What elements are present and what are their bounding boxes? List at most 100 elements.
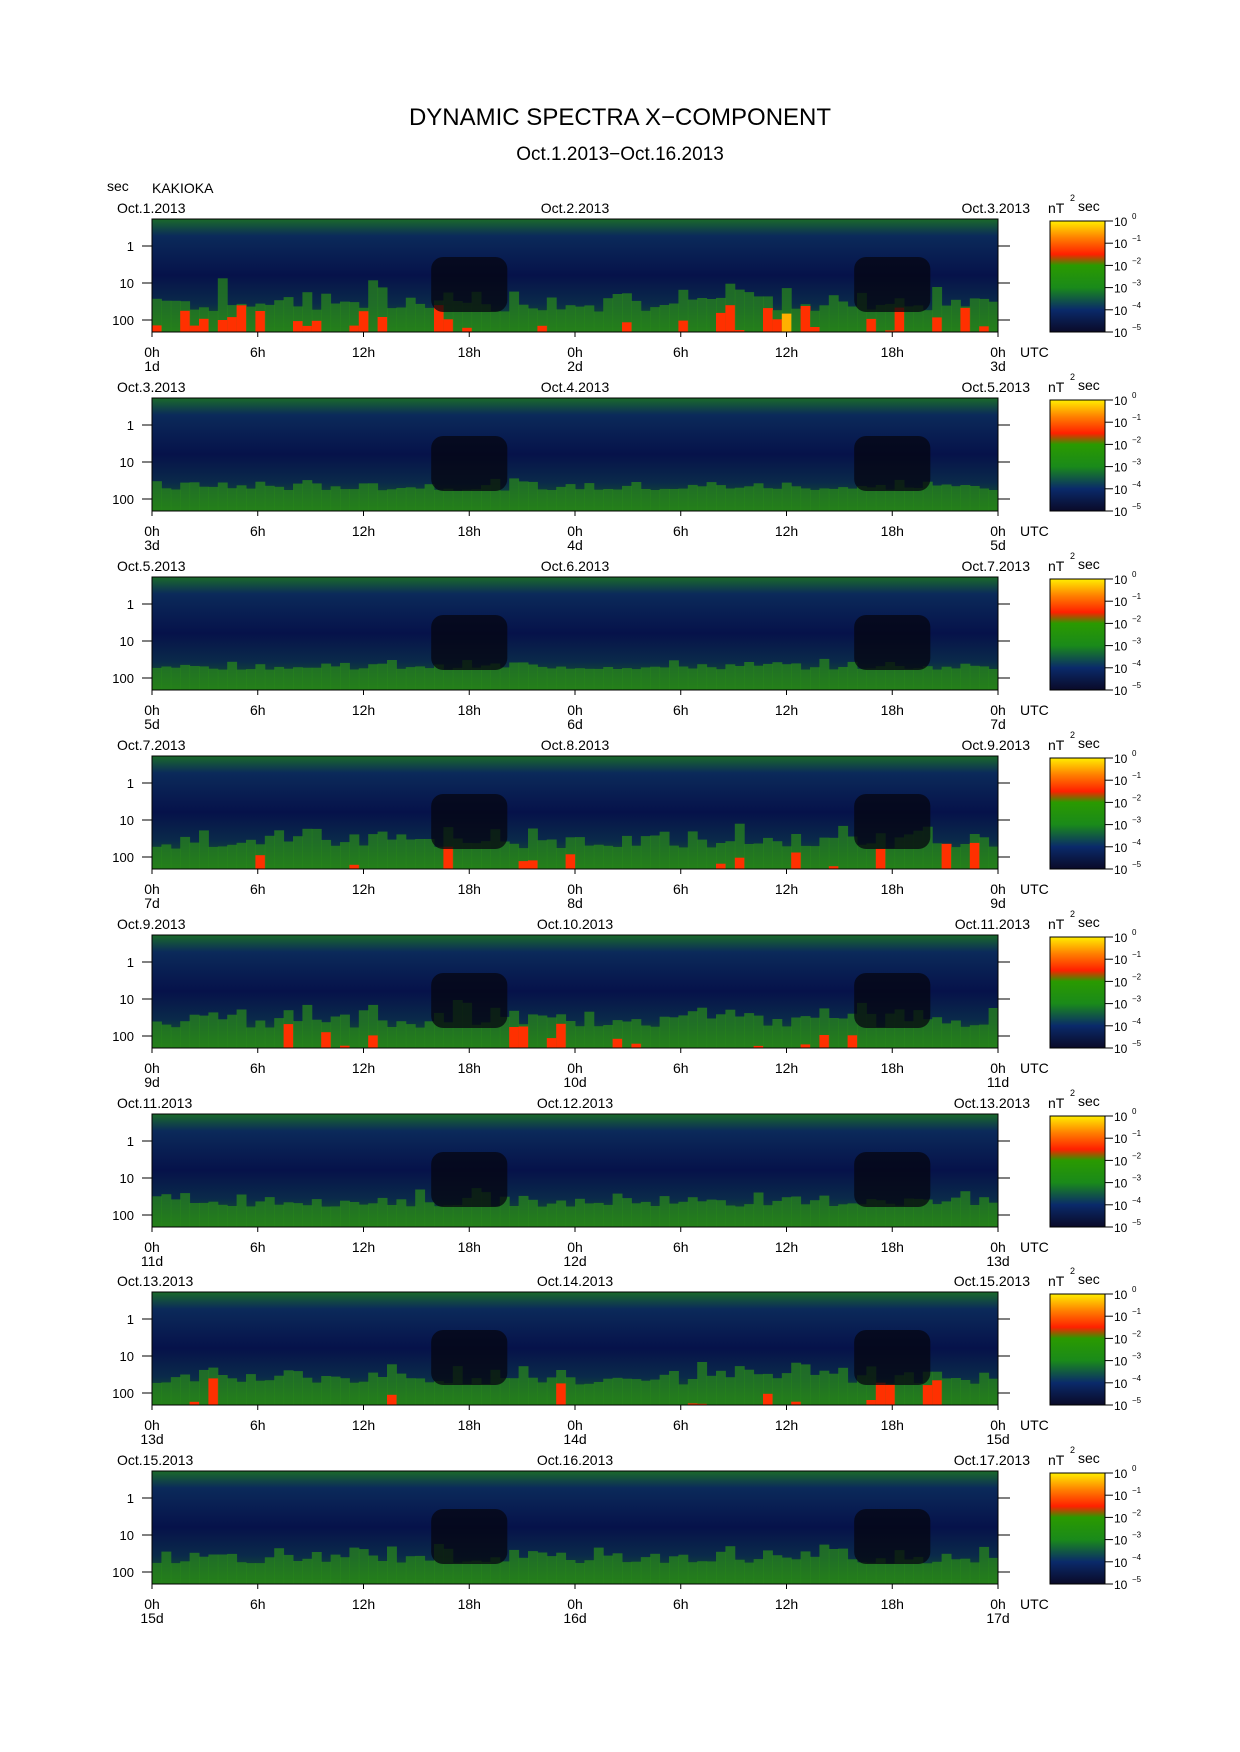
spectra-cell [358, 1010, 369, 1048]
spectra-cell [819, 1195, 830, 1227]
spectra-cell [894, 1205, 905, 1227]
spectra-cell [828, 837, 839, 869]
spectra-cell [546, 839, 557, 869]
spectra-cell [800, 306, 811, 332]
spectra-cell [537, 1382, 548, 1405]
colorbar-unit-tail: sec [1078, 735, 1100, 751]
spectra-cell [979, 1372, 990, 1405]
spectra-cell [960, 663, 971, 690]
spectra-cell [490, 1557, 501, 1584]
spectra-cell [199, 1202, 209, 1227]
colorbar-tick-label: 10 [1114, 1399, 1128, 1413]
y-tick-label: 100 [112, 1386, 134, 1401]
colorbar-tick-exp: 0 [1132, 1464, 1137, 1473]
spectra-cell [687, 1197, 698, 1227]
spectra-cell [650, 1379, 661, 1405]
spectra-cell [894, 1550, 905, 1584]
spectra-cell [857, 1562, 867, 1584]
spectra-cell [857, 1375, 867, 1405]
spectra-cell [546, 1203, 557, 1227]
spectra-cell [725, 1009, 736, 1048]
spectra-cell [452, 1562, 463, 1584]
spectra-cell [669, 1203, 679, 1227]
colorbar-unit-sup: 2 [1070, 1088, 1075, 1098]
colorbar-tick-exp: −3 [1132, 458, 1142, 467]
spectra-cell [499, 490, 510, 511]
spectra-cell [293, 1561, 303, 1584]
colorbar-tick-exp: −5 [1132, 1039, 1142, 1048]
spectra-cell [687, 1562, 698, 1584]
colorbar-tick-label: 10 [1114, 1132, 1128, 1146]
spectra-cell [227, 661, 238, 690]
spectra-cell [349, 1027, 360, 1048]
spectra-cell [302, 325, 313, 332]
spectra-cell [443, 319, 454, 332]
spectra-cell [311, 828, 322, 869]
spectra-cell [857, 1204, 867, 1227]
spectra-cell [227, 844, 238, 869]
spectra-cell [255, 855, 266, 869]
spectra-cell [415, 839, 426, 869]
spectra-cell [537, 666, 548, 690]
colorbar-unit-tail: sec [1078, 1271, 1100, 1287]
day-label: 2d [567, 358, 583, 374]
spectra-cell [434, 1206, 444, 1227]
spectra-cell [763, 837, 773, 869]
spectra-cell [838, 1204, 849, 1227]
spectra-cell [321, 663, 332, 690]
spectra-cell [311, 320, 322, 332]
spectra-cell [716, 1551, 726, 1584]
spectra-cell [217, 278, 228, 332]
colorbar [1049, 936, 1106, 1049]
spectra-cell [941, 1201, 952, 1227]
spectra-cell [443, 488, 454, 511]
spectra-cell [293, 836, 303, 869]
spectra-cell [283, 297, 294, 332]
spectra-cell [340, 842, 350, 869]
spectra-cell [152, 325, 162, 332]
y-tick-label: 10 [120, 634, 134, 649]
panel-end-date: Oct.11.2013 [955, 916, 1030, 932]
spectra-cell [819, 1035, 830, 1048]
spectra-cell [377, 317, 388, 332]
spectra-cell [791, 1559, 802, 1584]
spectra-cell [725, 305, 736, 332]
colorbar-tick-exp: −3 [1132, 995, 1142, 1004]
spectra-cell [650, 666, 661, 690]
spectra-cell [678, 1384, 689, 1405]
spectra-cell [631, 1043, 642, 1048]
spectra-cell [321, 1032, 332, 1048]
spectra-cell [283, 841, 294, 869]
spectra-cell [434, 846, 444, 869]
spectra-cell [217, 1375, 228, 1405]
spectra-cell [988, 1557, 999, 1584]
spectra-cell [208, 1554, 219, 1584]
spectra-cell [697, 1007, 708, 1048]
x-tick-label: 0h [567, 1596, 583, 1612]
spectra-cell [697, 1403, 708, 1405]
spectra-cell [189, 842, 200, 869]
spectra-cell [283, 1024, 294, 1048]
spectra-cell [358, 483, 369, 511]
spectra-cell [932, 1204, 943, 1227]
spectra-cell [424, 1382, 435, 1405]
x-tick-label: 0h [567, 1060, 583, 1076]
spectra-cell [650, 307, 661, 332]
spectra-cell [781, 1026, 792, 1048]
spectra-cell [612, 1377, 623, 1405]
spectra-cell [368, 280, 379, 332]
spectra-cell [499, 841, 510, 869]
spectra-cell [575, 1384, 585, 1405]
spectra-cell [161, 1382, 172, 1405]
colorbar-tick-exp: −2 [1132, 256, 1142, 265]
spectra-cell [584, 845, 595, 869]
spectra-cell [387, 1394, 397, 1405]
spectra-cell [772, 1555, 783, 1584]
colorbar-unit: nT [1048, 1452, 1065, 1468]
x-tick-label: 6h [250, 1239, 266, 1255]
spectra-cell [330, 1206, 341, 1227]
spectra-cell [753, 1374, 764, 1405]
colorbar-tick-exp: 0 [1132, 212, 1137, 221]
day-label: 17d [986, 1610, 1009, 1626]
spectra-cell [537, 1206, 548, 1227]
